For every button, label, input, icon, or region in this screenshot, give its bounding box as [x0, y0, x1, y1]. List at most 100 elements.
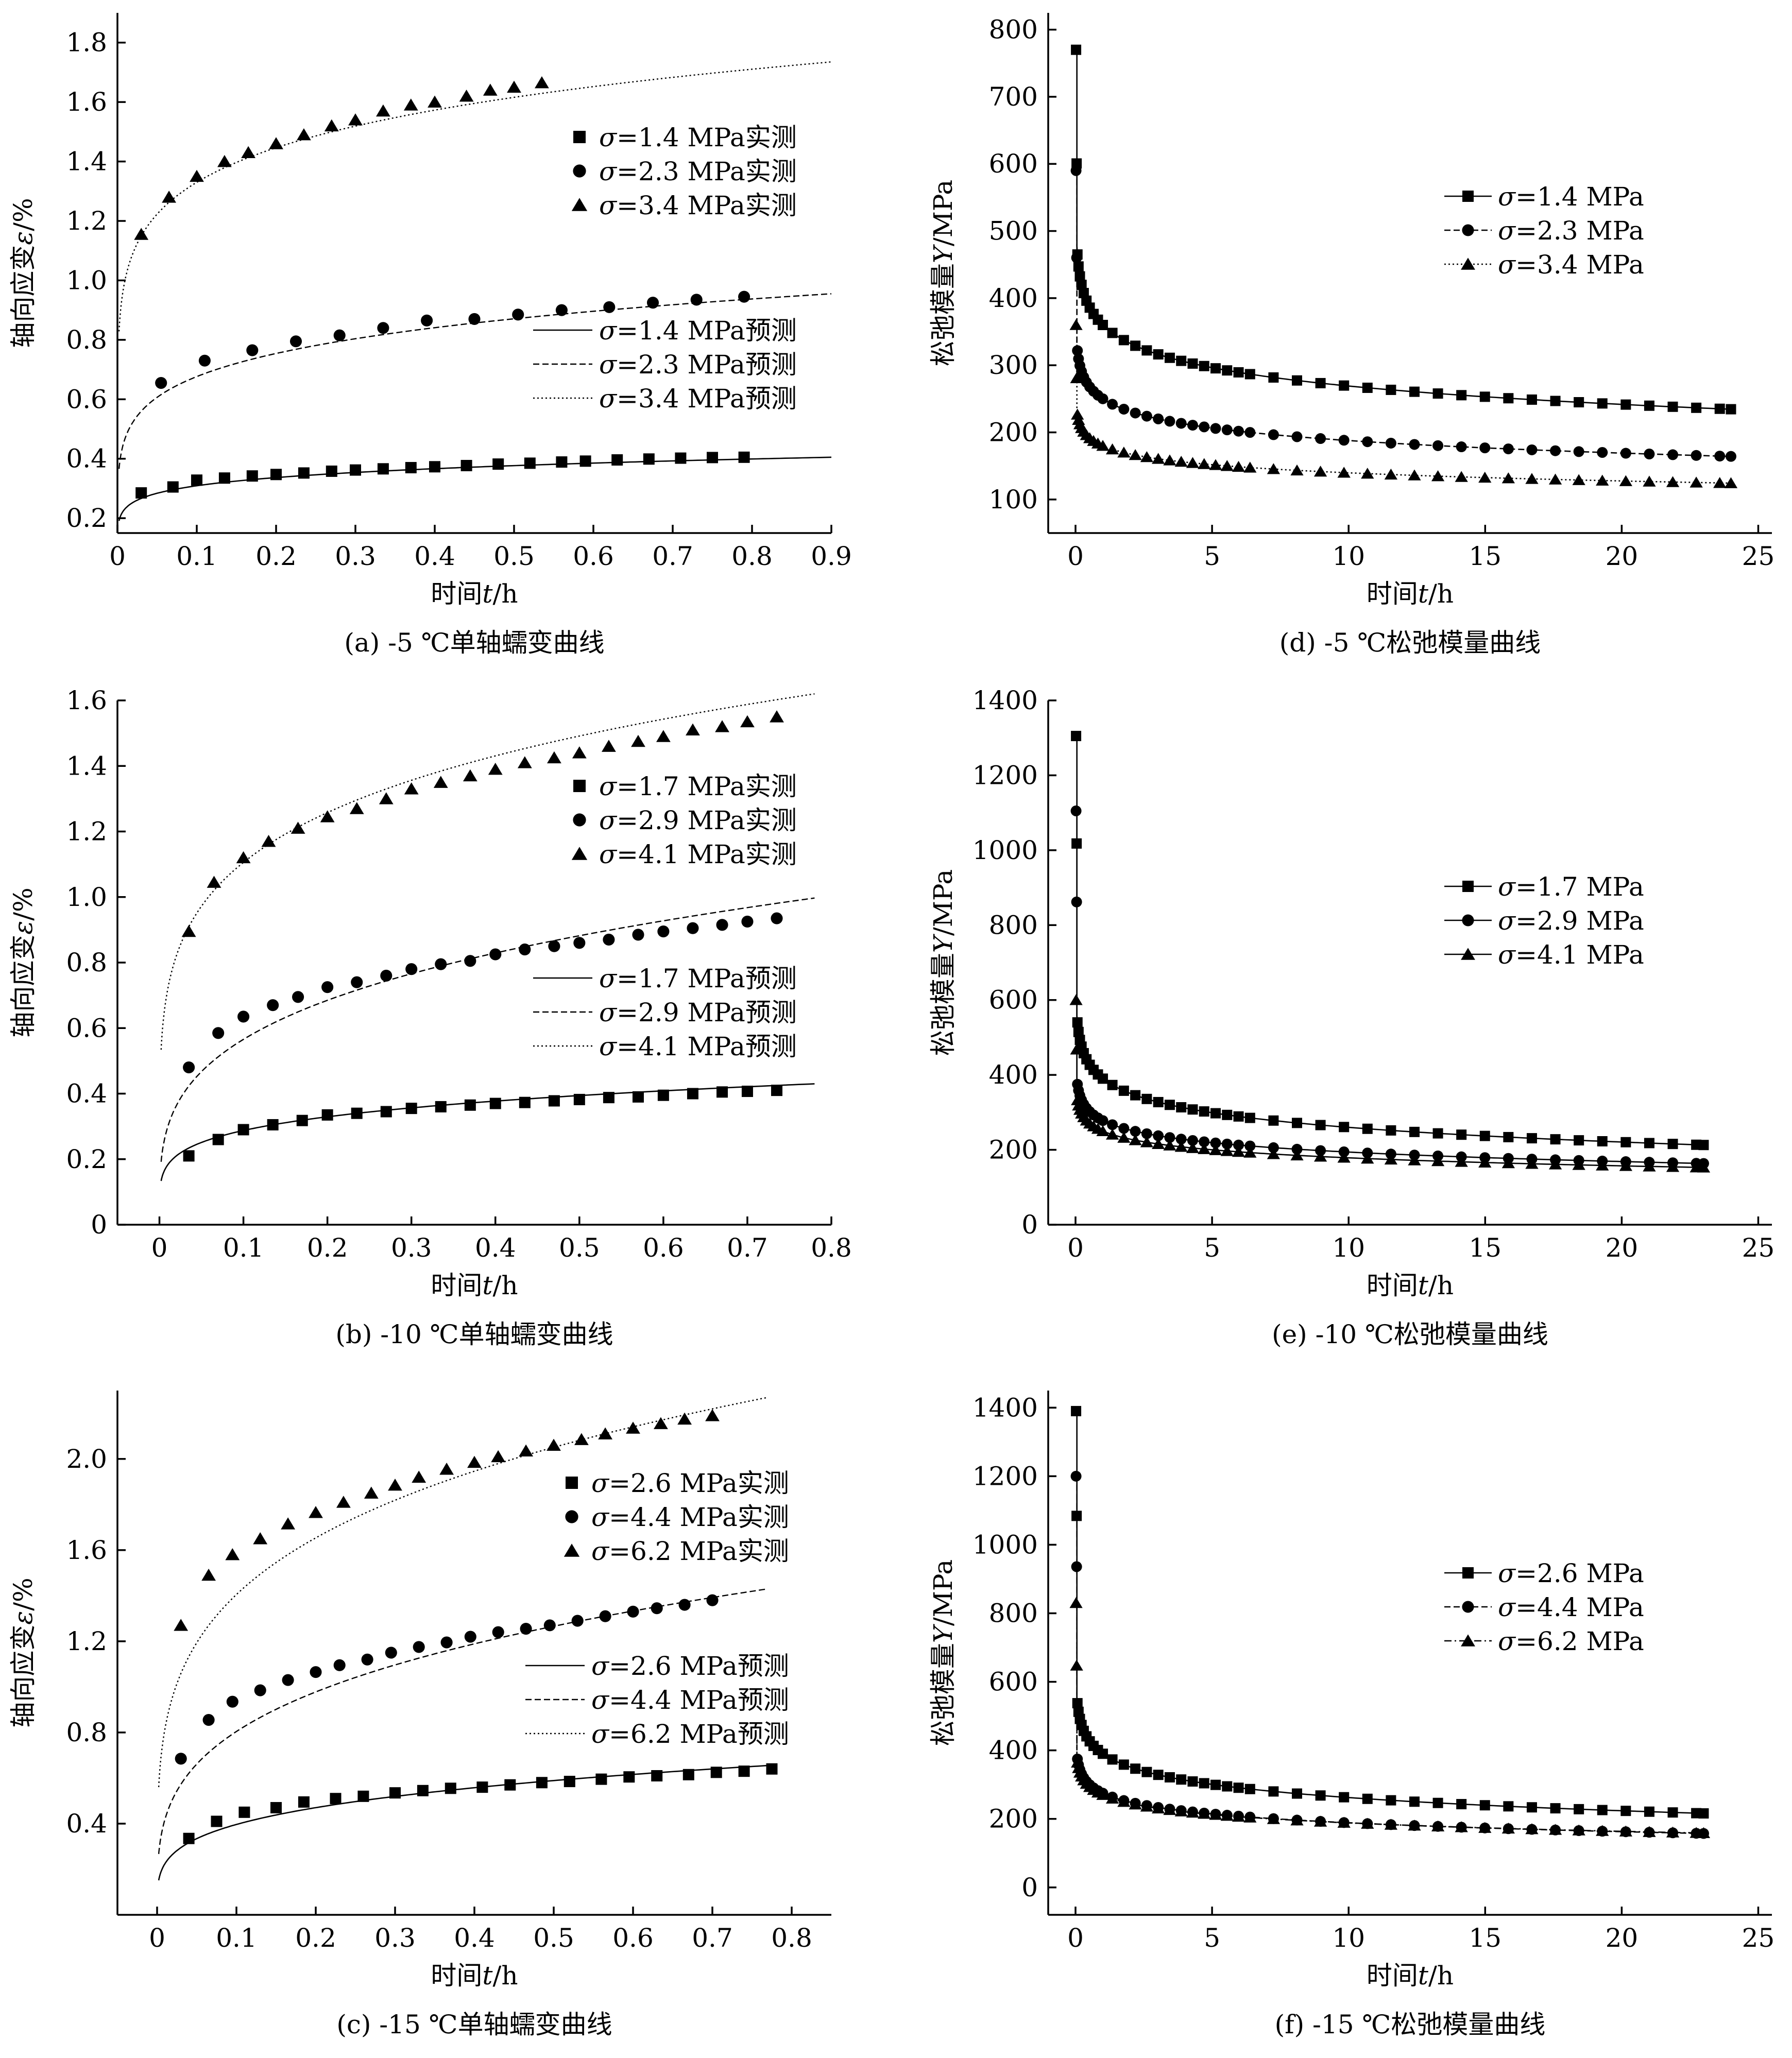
data-point [1431, 470, 1445, 482]
relaxation-chart-f: 0 5 10 15 20 25 0 200 400 600 800 1000 1200 1400 时间t/h… [928, 1391, 1774, 2039]
legend-marker [1462, 224, 1474, 236]
x-tick-label: 0.5 [493, 541, 535, 571]
data-point [657, 1089, 669, 1101]
data-point [1163, 1804, 1176, 1815]
data-point [1432, 1797, 1443, 1808]
data-point [716, 1086, 728, 1098]
data-point [626, 1421, 640, 1434]
data-point [1152, 1138, 1165, 1149]
y-axis-label: 轴向应变ε/% [8, 198, 38, 348]
data-point [1118, 1123, 1130, 1134]
data-point [1550, 396, 1561, 406]
x-tick-label: 0 [1067, 1233, 1084, 1263]
data-point [463, 769, 477, 782]
data-point [1456, 1129, 1467, 1140]
data-point [1186, 1142, 1200, 1153]
data-point [1140, 1800, 1154, 1812]
creep-chart-a: 0 0.1 0.2 0.3 0.4 0.5 0.6 0.7 0.8 0.9 0.2 0.4 0.6 0.8… [8, 13, 852, 658]
data-point [579, 455, 591, 467]
data-point [421, 314, 433, 327]
relaxation-series-3 [1069, 1597, 1711, 1838]
data-point [595, 1773, 607, 1785]
data-point [571, 1615, 584, 1627]
x-tick-label: 10 [1332, 541, 1365, 571]
data-point [1118, 1085, 1129, 1096]
data-point [460, 459, 472, 471]
data-point [336, 1496, 351, 1508]
data-point [467, 1455, 482, 1468]
data-point [429, 461, 440, 473]
data-point [246, 470, 258, 482]
x-tick-label: 25 [1742, 541, 1775, 571]
y-tick-label: 1.6 [66, 1535, 107, 1565]
data-point [1152, 453, 1165, 464]
data-point [1361, 1153, 1374, 1164]
legend-label: σ=4.1 MPa实测 [599, 839, 797, 869]
data-point [1070, 1659, 1083, 1671]
data-point [1548, 473, 1562, 485]
data-point [1198, 1143, 1211, 1154]
data-point [1644, 1138, 1654, 1148]
data-point [1153, 1130, 1164, 1141]
data-point [677, 1412, 692, 1425]
y-tick-label: 0.8 [66, 325, 107, 355]
data-point [269, 137, 283, 149]
x-tick-label: 0.1 [223, 1233, 264, 1263]
legend-label: σ=3.4 MPa预测 [599, 384, 797, 414]
data-point [1187, 358, 1198, 369]
data-point [1210, 1779, 1221, 1790]
data-point [298, 467, 310, 479]
data-point [190, 169, 204, 182]
y-tick-label: 800 [989, 910, 1038, 940]
x-tick-label: 5 [1204, 1233, 1220, 1263]
data-point [1129, 1134, 1142, 1145]
data-point [183, 1061, 195, 1074]
data-point [1268, 1142, 1279, 1153]
data-point [1455, 1821, 1468, 1832]
data-point [771, 1085, 783, 1096]
data-point [1175, 418, 1187, 429]
data-point [1233, 1782, 1244, 1793]
data-point [572, 746, 587, 759]
legend-label: σ=1.7 MPa预测 [599, 964, 797, 993]
data-point [181, 924, 196, 937]
data-point [379, 792, 394, 804]
data-point [651, 1770, 663, 1782]
data-point [1130, 407, 1141, 419]
data-point [1232, 1145, 1245, 1157]
data-point [1620, 448, 1631, 459]
data-point [1291, 431, 1303, 442]
y-tick-label: 200 [989, 1804, 1038, 1834]
y-tick-label: 600 [989, 149, 1038, 179]
x-tick-label: 0.3 [391, 1233, 432, 1263]
data-point [1069, 1597, 1083, 1608]
data-point [1153, 349, 1164, 360]
data-point [1337, 467, 1351, 478]
data-point [413, 1641, 425, 1653]
data-point [1221, 424, 1233, 436]
data-point [309, 1506, 323, 1518]
data-point [1117, 1131, 1131, 1143]
data-point [1209, 1144, 1222, 1155]
data-point [548, 940, 560, 952]
data-point [351, 1107, 363, 1119]
data-point [489, 948, 502, 961]
data-point [1315, 1145, 1326, 1156]
data-point [135, 487, 147, 499]
predicted-curve-3 [160, 693, 815, 1050]
data-point [1268, 1115, 1279, 1126]
data-point [1456, 441, 1467, 453]
legend-marker [1462, 1567, 1474, 1579]
data-point [653, 1417, 668, 1429]
data-point [715, 720, 729, 732]
data-point [1290, 1814, 1304, 1826]
y-tick-label: 1.6 [66, 87, 107, 117]
data-point [440, 1636, 453, 1649]
y-tick-label: 1200 [972, 1461, 1038, 1491]
data-point [292, 991, 304, 1003]
data-point [492, 458, 504, 470]
y-tick-label: 0.4 [66, 1079, 107, 1109]
measured-series-2 [175, 1594, 719, 1765]
data-point [738, 1765, 750, 1777]
legend-marker [1462, 881, 1474, 892]
